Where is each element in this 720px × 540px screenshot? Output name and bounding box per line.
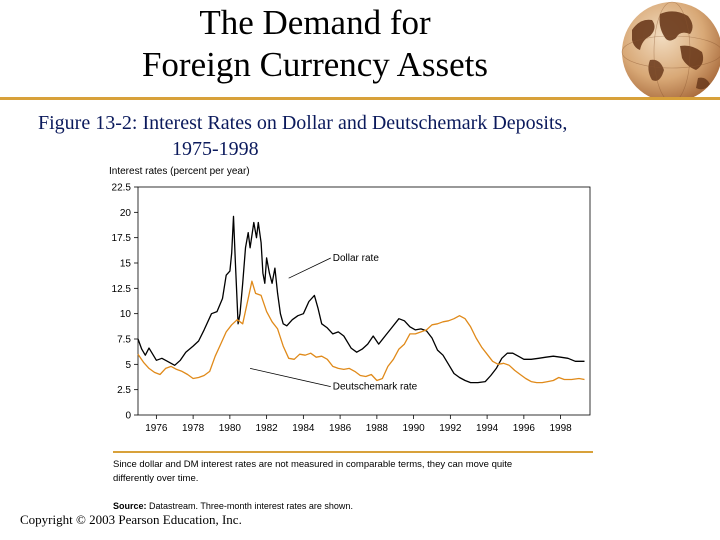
title-line-1: The Demand for [199,3,431,42]
x-tick-label: 1976 [145,423,168,434]
x-tick-label: 1984 [292,423,315,434]
slide-title: The Demand for Foreign Currency Assets [60,2,570,86]
annotation-dollar: Dollar rate [333,253,380,264]
x-tick-label: 1986 [329,423,352,434]
x-tick-label: 1978 [182,423,205,434]
x-tick-label: 1994 [476,423,499,434]
title-line-2: Foreign Currency Assets [141,45,489,84]
y-tick-label: 17.5 [112,233,132,244]
chart-note-line-2: differently over time. [113,473,199,484]
x-tick-label: 1998 [549,423,572,434]
figure-caption-text: : Interest Rates on Dollar and Deutschem… [131,112,568,134]
globe-icon [621,1,720,103]
figure-number: Figure 13-2 [38,112,132,134]
y-tick-label: 15 [120,259,132,270]
copyright-notice: Copyright © 2003 Pearson Education, Inc. [20,512,242,527]
globe-logo [610,0,720,103]
x-tick-label: 1980 [219,423,242,434]
chart-source: Source: Datastream. Three-month interest… [113,501,353,511]
source-label: Source: [113,501,147,511]
interest-rate-chart: Interest rates (percent per year) 0 2.5 5 7… [109,166,591,434]
annotation-leader-dm [249,367,331,388]
x-tick-label: 1982 [255,423,278,434]
annotation-dm: Deutschemark rate [333,382,418,393]
chart-note-line-1: Since dollar and DM interest rates are n… [113,459,513,470]
y-tick-label: 12.5 [112,284,132,295]
y-tick-label: 5 [125,360,131,371]
note-divider [113,451,593,453]
x-tick-label: 1990 [402,423,425,434]
x-tick-label: 1996 [513,423,536,434]
source-text: Datastream. Three-month interest rates a… [146,501,353,511]
chart-note: Since dollar and DM interest rates are n… [113,458,593,486]
series-line-dollar [137,215,585,384]
y-axis-label: Interest rates (percent per year) [109,166,250,177]
y-tick-label: 0 [125,411,131,422]
y-tick-label: 22.5 [112,183,132,194]
title-divider [0,97,720,100]
figure-caption-years: 1975-1998 [172,138,259,160]
y-tick-label: 2.5 [117,385,131,396]
series-line-dm [137,280,585,384]
chart-plot-area: 0 2.5 5 7.5 10 12.5 15 17.5 20 22.5 1976 1978 1980 19… [112,183,591,434]
annotation-leader-dollar [288,257,331,279]
plot-frame [137,186,591,416]
y-tick-label: 20 [120,208,132,219]
x-tick-label: 1992 [439,423,462,434]
x-tick-label: 1988 [366,423,389,434]
y-tick-label: 7.5 [117,335,131,346]
y-tick-label: 10 [120,309,132,320]
figure-caption: Figure 13-2: Interest Rates on Dollar an… [38,110,708,160]
